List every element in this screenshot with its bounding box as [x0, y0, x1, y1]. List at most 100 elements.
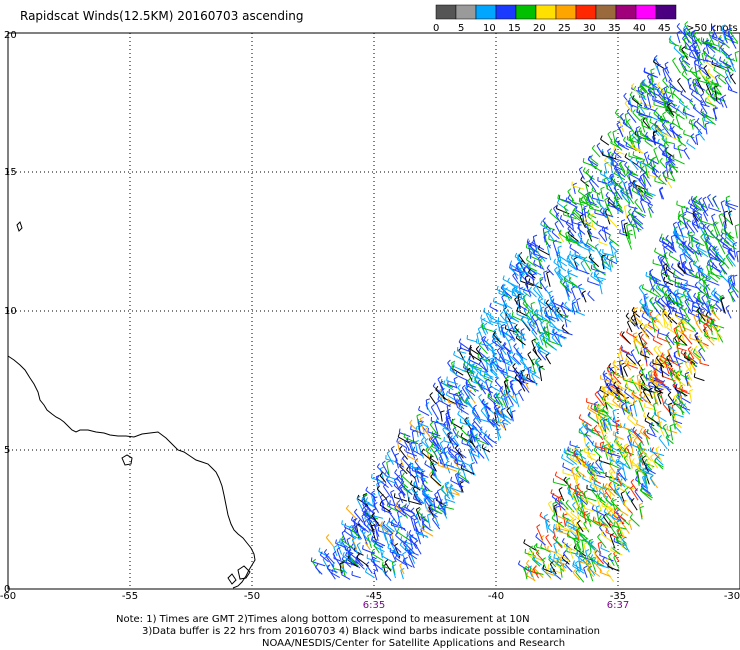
wind-barb-flag [434, 420, 439, 424]
wind-barb-flag [393, 493, 396, 498]
wind-barb-flag [505, 315, 510, 319]
wind-barb-flag [614, 109, 618, 114]
wind-barb-flag [464, 367, 466, 372]
wind-barb [614, 462, 625, 471]
wind-barb-flag [654, 107, 658, 112]
wind-barb-flag [659, 388, 664, 392]
wind-barb [673, 352, 680, 366]
wind-barb-flag [571, 298, 576, 302]
wind-barb [709, 34, 722, 40]
wind-barb [460, 428, 468, 436]
wind-barb-flag [502, 283, 505, 288]
wind-barb [375, 542, 384, 549]
wind-barb-flag [605, 501, 609, 506]
wind-barb [662, 403, 673, 416]
wind-barb-flag [563, 210, 565, 215]
wind-barb [609, 465, 616, 474]
wind-barb [628, 455, 633, 469]
wind-barb [654, 389, 664, 394]
wind-barb [677, 215, 682, 226]
wind-barb-flag [456, 399, 460, 403]
wind-barb [642, 450, 652, 462]
wind-barb-flag [587, 228, 592, 232]
wind-barb-flag [661, 256, 665, 261]
wind-barb [678, 140, 687, 147]
wind-barb-flag [597, 533, 601, 538]
wind-barb-flag [546, 321, 551, 324]
wind-barb [637, 445, 643, 458]
wind-barb [614, 485, 627, 493]
wind-barb [679, 101, 690, 111]
wind-barb-flag [614, 392, 618, 398]
wind-barb [725, 204, 736, 211]
wind-barb-flag [513, 343, 517, 347]
wind-barb-flag [625, 357, 627, 362]
wind-barb [431, 518, 441, 530]
wind-barb [654, 140, 666, 147]
wind-barb-flag [653, 402, 658, 405]
wind-barb-flag [563, 276, 566, 281]
wind-barb [700, 103, 708, 114]
wind-barb [509, 386, 517, 396]
wind-barb-flag [695, 133, 700, 136]
wind-barb-flag [667, 95, 672, 99]
wind-barb-flag [630, 478, 635, 483]
wind-barb [628, 231, 631, 244]
wind-barb-flag [648, 422, 653, 426]
wind-barb [638, 399, 644, 412]
wind-barb [577, 227, 586, 235]
wind-barb [697, 314, 701, 325]
wind-barb-flag [545, 534, 550, 538]
wind-barb [608, 374, 621, 385]
wind-barb [570, 257, 580, 266]
wind-barb-flag [687, 241, 691, 246]
wind-barb [578, 169, 585, 180]
wind-barb-flag [640, 482, 644, 487]
wind-barb-flag [459, 418, 462, 423]
wind-barb-flag [433, 512, 438, 516]
wind-barb [603, 256, 610, 268]
wind-barb [667, 315, 678, 325]
wind-barb-flag [607, 180, 612, 184]
wind-barb-flag [523, 539, 526, 544]
wind-barb-flag [680, 317, 685, 321]
wind-barb [671, 266, 684, 277]
wind-barb [507, 340, 514, 354]
wind-barb [727, 250, 735, 261]
wind-barb-flag [345, 504, 350, 509]
wind-barb [588, 193, 595, 204]
wind-barb [468, 450, 474, 462]
wind-barb-flag [552, 328, 555, 334]
wind-barb [492, 340, 503, 350]
wind-barb-flag [605, 557, 610, 561]
wind-barb-flag [617, 532, 622, 536]
wind-barb-flag [595, 272, 600, 277]
wind-barb-flag [692, 210, 696, 214]
wind-barb-flag [681, 55, 686, 60]
wind-barb [409, 444, 416, 459]
wind-barb-flag [679, 306, 684, 310]
wind-barb [500, 287, 513, 299]
wind-barb-flag [566, 452, 570, 457]
wind-barb [512, 275, 520, 285]
wind-barb-flag [496, 393, 500, 397]
wind-barb [566, 258, 577, 269]
wind-barb [625, 354, 637, 365]
wind-barb-flag [417, 508, 422, 513]
wind-barb-flag [514, 252, 518, 257]
wind-barb [698, 224, 706, 238]
wind-barb [391, 566, 396, 579]
wind-barb [595, 414, 600, 428]
wind-barb [666, 327, 676, 334]
wind-barb [542, 228, 546, 243]
wind-barb-flag [720, 237, 723, 242]
wind-barb [649, 277, 660, 283]
wind-barb [581, 292, 587, 303]
wind-barb [700, 206, 709, 217]
wind-barb [351, 539, 358, 554]
wind-barb-flag [444, 494, 446, 500]
wind-barb-flag [491, 417, 495, 422]
wind-barb [583, 259, 592, 272]
wind-barb [542, 220, 551, 230]
wind-barb-flag [613, 146, 616, 151]
